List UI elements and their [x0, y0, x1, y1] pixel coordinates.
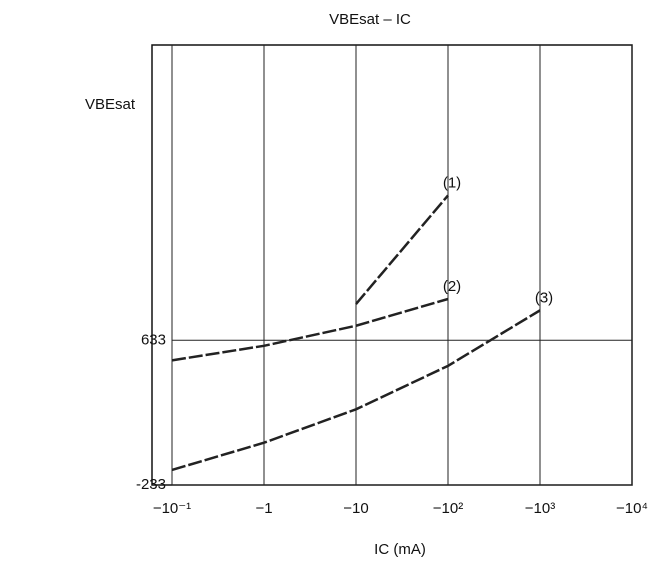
plot-frame: [151, 44, 633, 486]
chart-title: VBEsat – IC: [329, 11, 411, 28]
x-axis-label: IC (mA): [374, 541, 426, 558]
series-label: (1): [443, 174, 461, 191]
y-axis-label: VBEsat: [85, 96, 136, 113]
series-label: (2): [443, 278, 461, 295]
x-tick-label: −10²: [433, 500, 463, 517]
series-line: [355, 194, 449, 305]
x-tick-label: −10: [343, 500, 368, 517]
series-line: [171, 309, 541, 472]
series-line: [171, 297, 449, 362]
x-tick-label: −10³: [525, 500, 555, 517]
series-label: (3): [535, 289, 553, 306]
y-tick-label: -233: [136, 476, 166, 493]
x-tick-label: −10⁴: [616, 500, 648, 517]
x-tick-label: −1: [255, 500, 272, 517]
x-tick-label: −10⁻¹: [153, 500, 191, 517]
y-tick-label: 633: [141, 331, 166, 348]
